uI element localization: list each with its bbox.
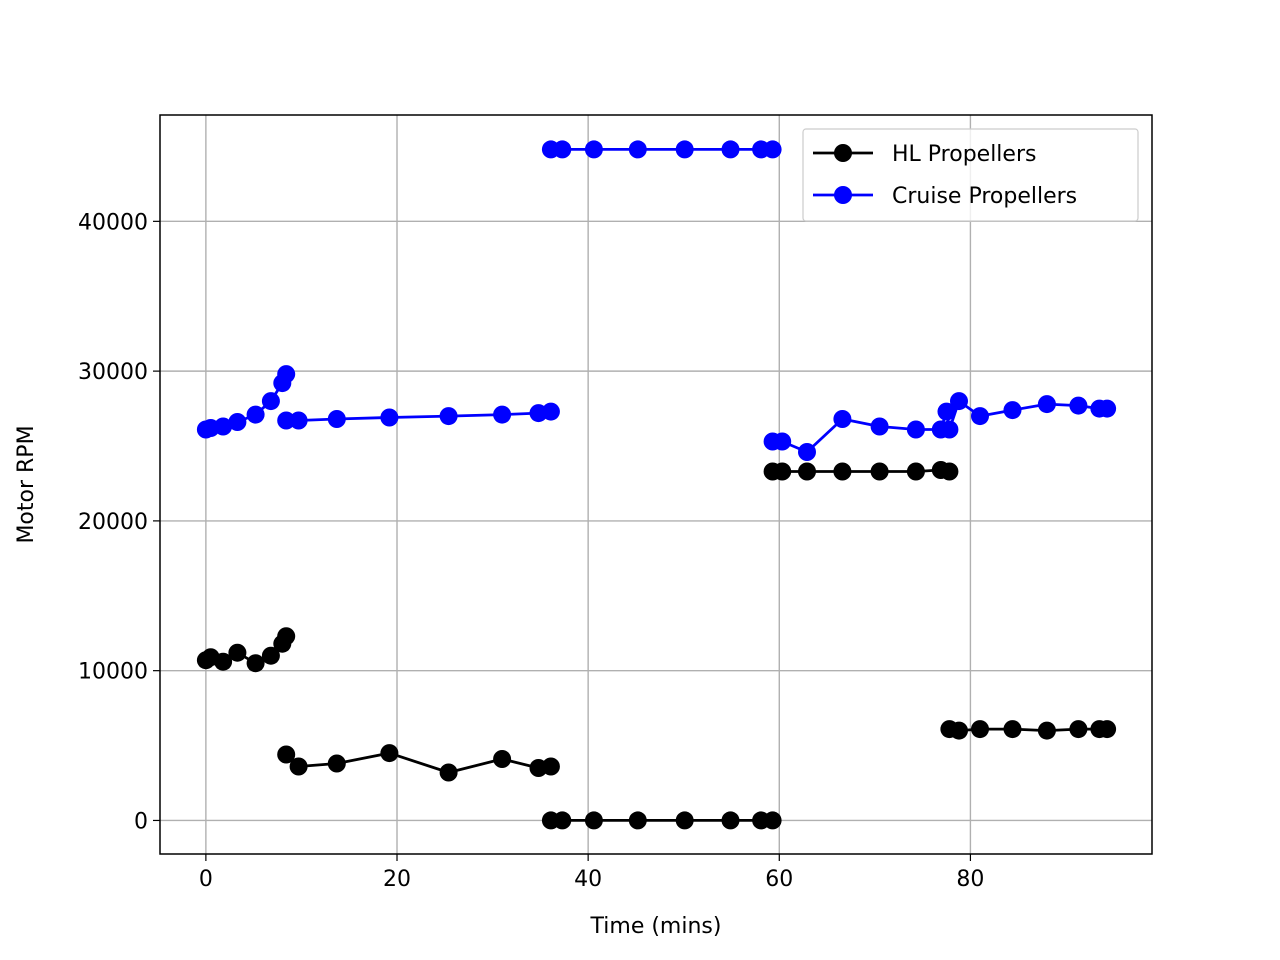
legend-box xyxy=(802,128,1139,222)
axis-ticks: 0 20 40 60 80 0 10000 20000 30000 40000 xyxy=(78,210,984,892)
y-tick-label: 40000 xyxy=(78,210,148,235)
x-axis-label: Time (mins) xyxy=(590,914,722,939)
data-point xyxy=(553,811,572,830)
data-point xyxy=(439,407,458,426)
legend-marker xyxy=(834,186,852,204)
data-point xyxy=(870,462,889,481)
data-point xyxy=(1069,396,1088,415)
y-tick-label: 10000 xyxy=(78,660,148,685)
x-tick-label: 0 xyxy=(199,867,213,892)
data-point xyxy=(541,757,560,776)
y-axis-label: Motor RPM xyxy=(14,425,39,543)
data-point xyxy=(584,811,603,830)
data-point xyxy=(541,402,560,421)
data-point xyxy=(628,811,647,830)
data-point xyxy=(906,420,925,439)
data-point xyxy=(1069,720,1088,739)
data-point xyxy=(493,750,512,768)
data-point xyxy=(277,365,296,384)
data-point xyxy=(246,654,265,673)
data-point xyxy=(675,811,694,830)
data-point xyxy=(246,405,265,424)
data-point xyxy=(277,627,296,646)
y-tick-label: 20000 xyxy=(78,510,148,535)
data-point xyxy=(763,140,782,159)
data-point xyxy=(228,413,247,431)
x-tick-label: 20 xyxy=(383,867,411,892)
data-point xyxy=(906,462,925,481)
data-point xyxy=(1037,721,1056,740)
data-point xyxy=(277,745,296,764)
x-tick-label: 60 xyxy=(765,867,793,892)
data-point xyxy=(721,140,740,159)
legend-marker xyxy=(834,144,852,162)
data-point xyxy=(940,462,959,481)
data-point xyxy=(228,643,247,662)
data-point xyxy=(950,721,968,740)
data-point xyxy=(937,402,956,421)
legend-entry: HL Propellers xyxy=(813,142,1036,167)
series-cruise-propellers xyxy=(196,140,1117,461)
data-point xyxy=(798,462,816,481)
data-point xyxy=(940,420,959,439)
data-point xyxy=(1098,399,1117,418)
data-point xyxy=(950,392,968,411)
data-point xyxy=(289,411,308,430)
data-point xyxy=(675,140,694,159)
plot-area-frame xyxy=(159,114,1153,855)
data-point xyxy=(214,652,233,671)
data-point xyxy=(1003,720,1022,739)
data-point xyxy=(833,410,852,428)
data-point xyxy=(1098,720,1117,739)
data-point xyxy=(1003,401,1022,420)
data-point xyxy=(380,408,399,427)
data-point xyxy=(261,392,280,411)
x-tick-label: 80 xyxy=(956,867,984,892)
data-point xyxy=(493,405,512,424)
data-point xyxy=(327,410,346,428)
legend: HL Propellers Cruise Propellers xyxy=(802,128,1139,222)
data-point xyxy=(628,140,647,159)
data-point xyxy=(833,462,852,481)
data-point xyxy=(214,417,233,436)
data-point xyxy=(289,757,308,776)
data-point xyxy=(971,720,989,739)
data-point xyxy=(798,443,816,461)
data-point xyxy=(261,646,280,665)
data-point xyxy=(773,432,792,451)
legend-entry: Cruise Propellers xyxy=(813,184,1077,209)
data-point xyxy=(721,811,740,830)
series-line-segment xyxy=(772,399,1108,454)
data-point xyxy=(380,744,399,763)
series-hl-propellers xyxy=(196,461,1117,830)
legend-label: HL Propellers xyxy=(892,142,1036,167)
series-layer xyxy=(196,140,1117,830)
y-tick-label: 0 xyxy=(134,809,148,834)
legend-label: Cruise Propellers xyxy=(892,184,1077,209)
data-point xyxy=(439,763,458,782)
data-point xyxy=(584,140,603,159)
data-point xyxy=(1037,395,1056,414)
y-tick-label: 30000 xyxy=(78,360,148,385)
data-point xyxy=(553,140,572,159)
data-point xyxy=(327,754,346,773)
data-point xyxy=(773,462,792,481)
x-tick-label: 40 xyxy=(574,867,602,892)
data-point xyxy=(870,417,889,436)
data-point xyxy=(277,411,296,430)
data-point xyxy=(763,811,782,830)
data-point xyxy=(971,407,989,426)
